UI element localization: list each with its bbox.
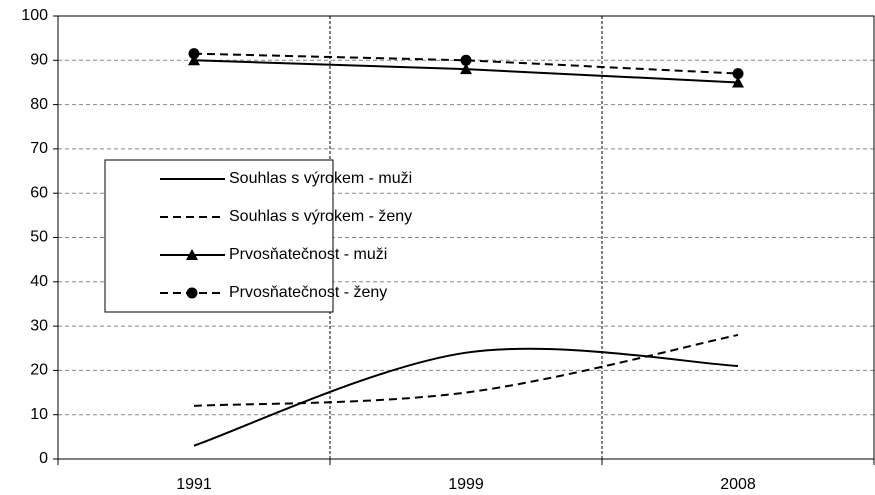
triangle-marker [460,63,472,75]
y-tick-label: 50 [30,229,48,246]
x-tick-label: 2008 [720,476,756,493]
y-tick-label: 10 [30,406,48,423]
triangle-marker [186,249,198,260]
legend-label: Souhlas s výrokem - muži [229,170,412,187]
triangle-marker [732,76,744,88]
circle-marker [460,54,472,66]
series-line [193,333,739,407]
y-tick-label: 30 [30,317,48,334]
y-tick-label: 60 [30,184,48,201]
y-tick-label: 80 [30,96,48,113]
y-tick-label: 20 [30,362,48,379]
y-tick-label: 90 [30,52,48,69]
plot-border [57,15,875,460]
y-tick-label: 70 [30,140,48,157]
legend-label: Souhlas s výrokem - ženy [229,208,412,225]
series-line [193,347,739,447]
circle-marker [188,48,200,60]
circle-marker [732,68,744,80]
x-tick-label: 1991 [176,476,212,493]
legend-label: Prvosňatečnost - muži [229,246,387,263]
legend-box [104,159,334,313]
x-tick-label: 1999 [448,476,484,493]
legend-label: Prvosňatečnost - ženy [229,284,387,301]
circle-marker [186,287,198,299]
y-tick-label: 0 [39,450,48,467]
triangle-marker [188,54,200,66]
y-tick-label: 40 [30,273,48,290]
y-tick-label: 100 [21,7,48,24]
